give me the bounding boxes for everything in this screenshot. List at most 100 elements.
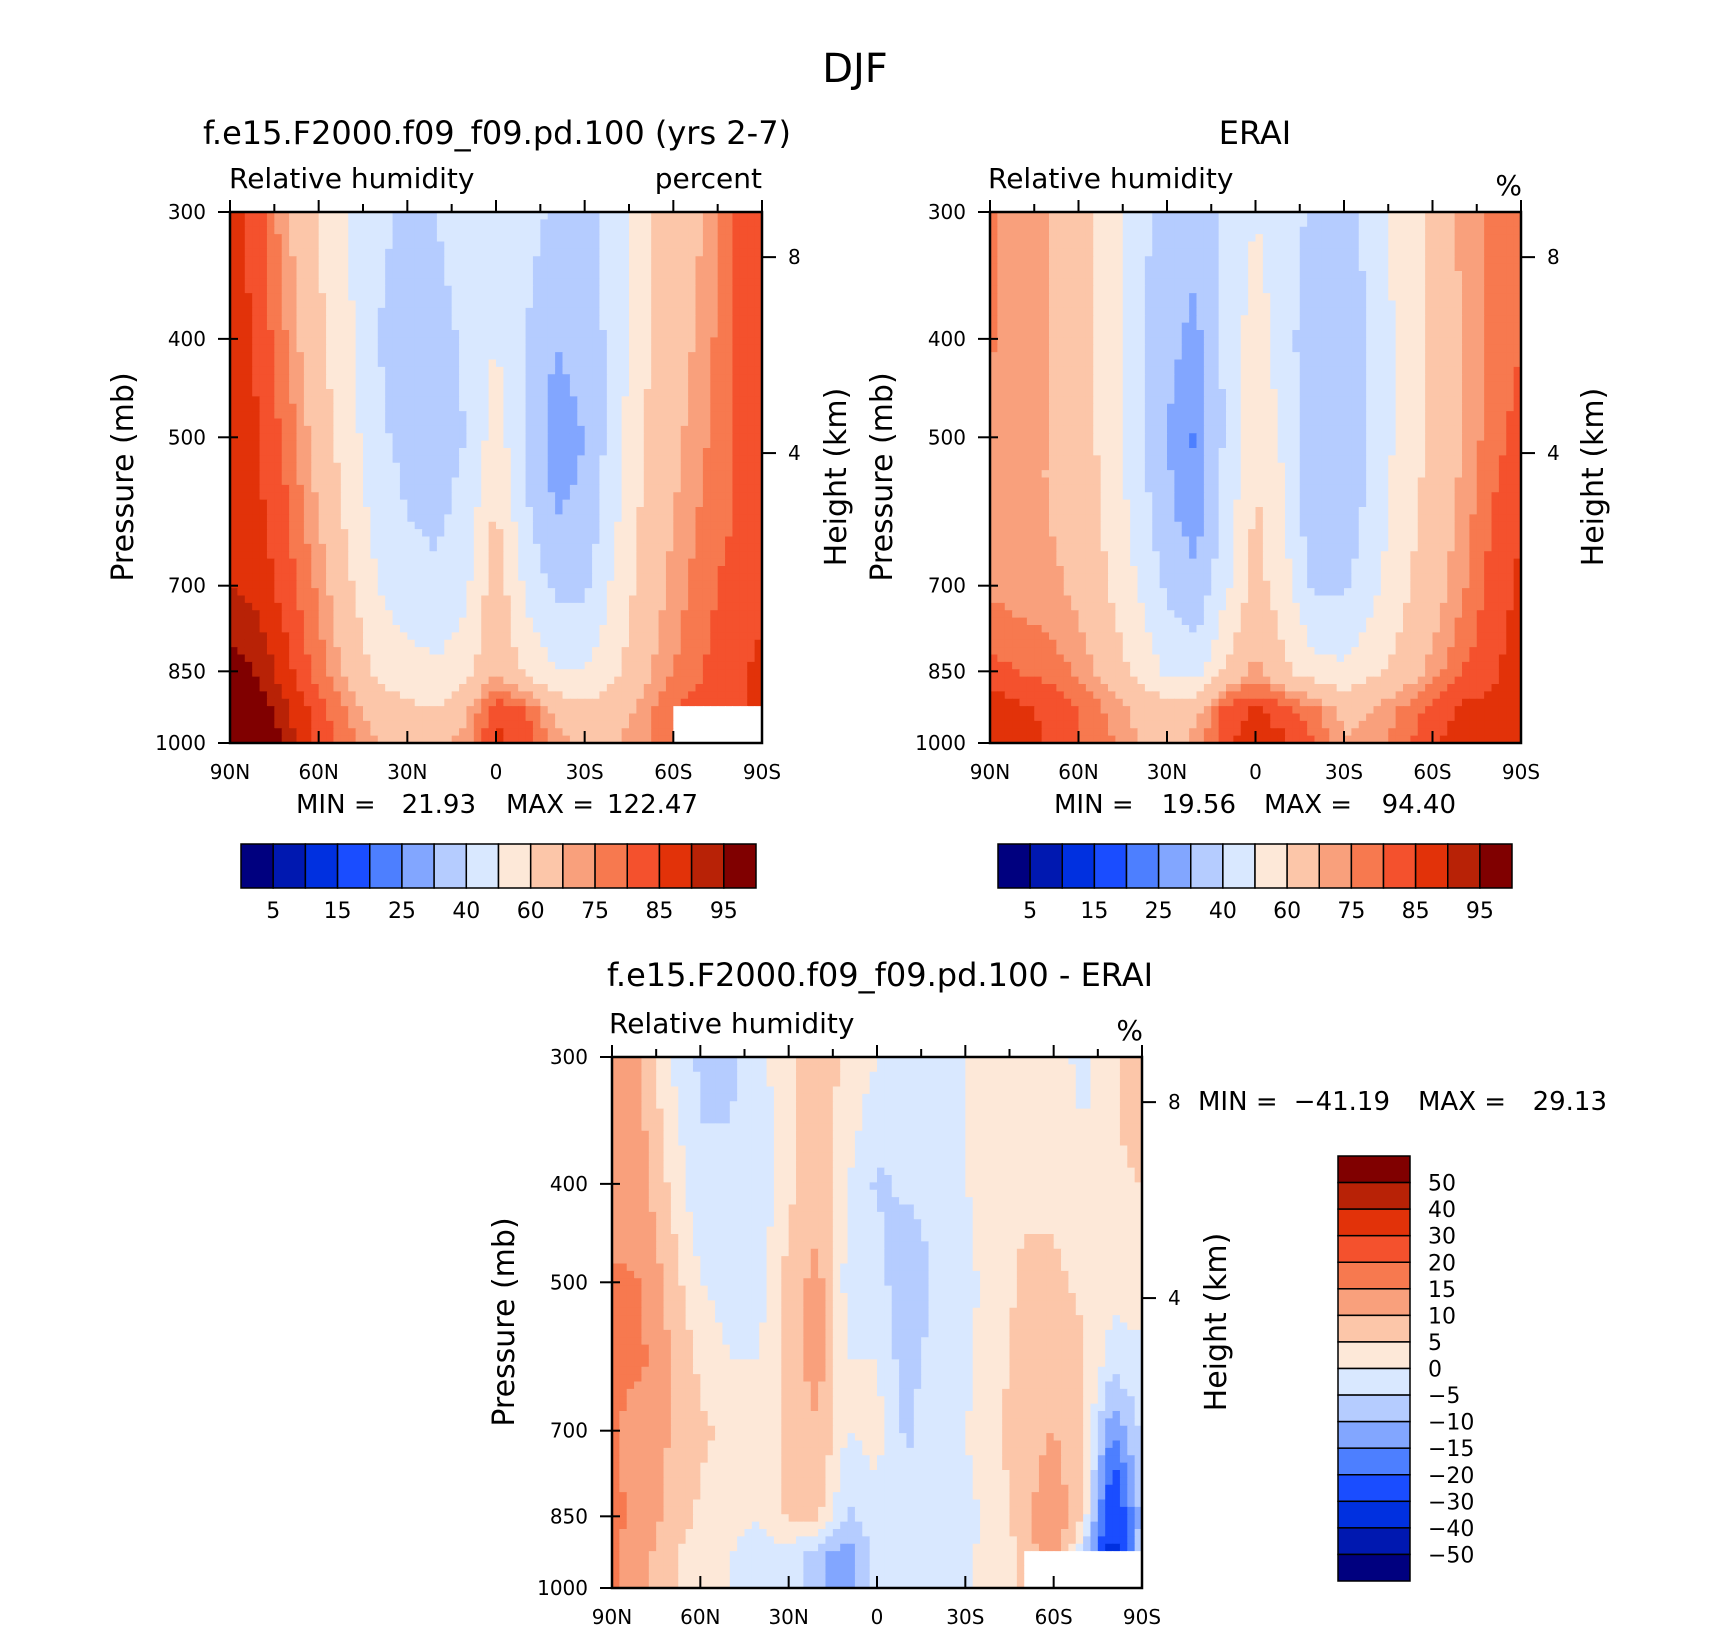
field-cell xyxy=(429,684,438,692)
field-cell xyxy=(754,543,763,552)
field-cell xyxy=(739,263,748,272)
field-cell xyxy=(496,307,504,316)
field-cell xyxy=(577,278,586,287)
field-cell xyxy=(710,610,719,619)
field-cell xyxy=(651,661,660,670)
field-cell xyxy=(540,271,549,279)
field-cell xyxy=(680,241,689,250)
field-cell xyxy=(688,566,697,574)
field-cell xyxy=(488,330,497,338)
field-cell xyxy=(651,588,660,597)
field-cell xyxy=(518,300,527,309)
field-cell xyxy=(562,248,571,257)
field-cell xyxy=(392,484,401,493)
field-cell xyxy=(318,661,327,670)
field-cell xyxy=(399,403,408,412)
field-cell xyxy=(451,484,460,493)
field-cell xyxy=(695,226,704,235)
field-cell xyxy=(281,536,290,545)
field-cell xyxy=(422,263,431,272)
field-cell xyxy=(296,293,305,302)
field-cell xyxy=(237,566,246,574)
field-cell xyxy=(326,293,335,302)
field-cell xyxy=(244,440,253,449)
field-cell xyxy=(503,455,512,464)
field-cell xyxy=(259,241,268,250)
field-cell xyxy=(370,263,379,272)
field-cell xyxy=(525,529,534,538)
field-cell xyxy=(318,632,327,641)
field-cell xyxy=(725,566,734,574)
field-cell xyxy=(326,617,335,626)
field-cell xyxy=(237,514,246,523)
field-cell xyxy=(407,625,416,633)
field-cell xyxy=(466,337,475,346)
field-cell xyxy=(414,248,423,257)
field-cell xyxy=(569,440,578,449)
field-cell xyxy=(636,315,645,324)
field-cell xyxy=(547,713,556,722)
field-cell xyxy=(422,507,431,515)
field-cell xyxy=(407,536,416,545)
field-cell xyxy=(540,411,549,420)
field-cell xyxy=(614,698,623,707)
field-cell xyxy=(739,285,748,294)
field-cell xyxy=(510,285,519,294)
field-cell xyxy=(732,507,741,515)
field-cell xyxy=(230,359,238,368)
field-cell xyxy=(540,676,549,685)
field-cell xyxy=(385,639,394,648)
field-cell xyxy=(340,499,349,508)
field-cell xyxy=(414,234,423,243)
field-cell xyxy=(296,617,305,626)
field-cell xyxy=(599,366,608,375)
field-cell xyxy=(525,293,534,302)
field-cell xyxy=(333,580,342,589)
field-cell xyxy=(303,595,312,604)
field-cell xyxy=(540,543,549,552)
field-cell xyxy=(303,344,312,353)
field-cell xyxy=(651,396,660,405)
field-cell xyxy=(747,433,756,442)
field-cell xyxy=(592,234,601,243)
field-cell xyxy=(695,529,704,538)
field-cell xyxy=(754,234,763,243)
field-cell xyxy=(370,330,379,338)
field-cell xyxy=(739,352,748,361)
field-cell xyxy=(496,536,504,545)
field-cell xyxy=(289,219,298,228)
field-cell xyxy=(717,558,726,567)
field-cell xyxy=(244,241,253,250)
field-cell xyxy=(244,337,253,346)
field-cell xyxy=(680,566,689,574)
field-cell xyxy=(629,595,637,604)
field-cell xyxy=(399,521,408,530)
field-cell xyxy=(621,669,630,678)
field-cell xyxy=(377,433,386,442)
field-cell xyxy=(569,455,578,464)
field-cell xyxy=(333,396,342,405)
field-cell xyxy=(414,632,423,641)
field-cell xyxy=(599,713,608,722)
field-cell xyxy=(688,698,697,707)
field-cell xyxy=(407,713,416,722)
field-cell xyxy=(614,352,623,361)
field-cell xyxy=(525,588,534,597)
field-cell xyxy=(695,212,704,220)
field-cell xyxy=(717,411,726,420)
field-cell xyxy=(385,566,394,574)
field-cell xyxy=(399,448,408,456)
field-cell xyxy=(702,212,711,220)
field-cell xyxy=(592,529,601,538)
field-cell xyxy=(710,271,719,279)
field-cell xyxy=(422,344,431,353)
field-cell xyxy=(695,617,704,626)
field-cell xyxy=(318,639,327,648)
field-cell xyxy=(680,322,689,331)
field-cell xyxy=(326,381,335,390)
field-cell xyxy=(407,241,416,250)
field-cell xyxy=(643,344,652,353)
field-cell xyxy=(747,632,756,641)
field-cell xyxy=(747,293,756,302)
field-cell xyxy=(754,713,763,722)
